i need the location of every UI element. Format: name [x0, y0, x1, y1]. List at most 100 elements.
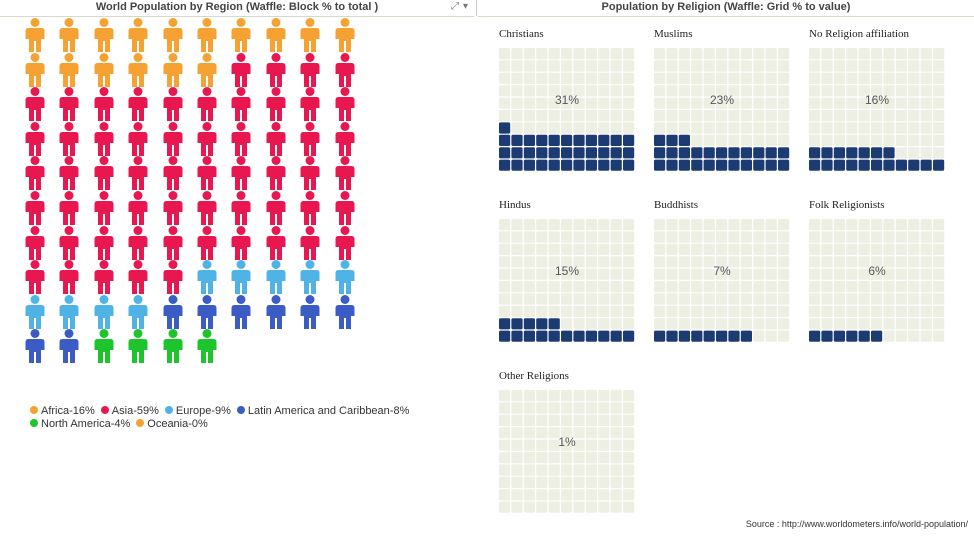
waffle-cell-empty [908, 97, 920, 109]
waffle-cell-filled [499, 147, 511, 159]
waffle-cell-empty [536, 85, 548, 97]
waffle-cell-filled [585, 159, 597, 171]
waffle-cell-filled [548, 330, 560, 342]
waffle-cell-filled [585, 147, 597, 159]
waffle-cell-empty [523, 110, 535, 122]
waffle-cell-filled [511, 134, 523, 146]
waffle-cell-empty [908, 318, 920, 330]
waffle-cell-empty [499, 427, 511, 439]
waffle-cell-empty [740, 243, 752, 255]
person-icon [335, 225, 355, 260]
waffle-cell-empty [511, 464, 523, 476]
waffle-cell-empty [703, 243, 715, 255]
waffle-cell-empty [691, 243, 703, 255]
waffle-cell-empty [846, 305, 858, 317]
source-note: Source : http://www.worldometers.info/wo… [745, 519, 968, 529]
waffle-cell-empty [536, 97, 548, 109]
waffle-cell-filled [778, 159, 790, 171]
legend-item[interactable]: North America-4% [30, 418, 130, 430]
waffle-cell-empty [610, 402, 622, 414]
waffle-cell-empty [523, 402, 535, 414]
waffle-cell-empty [598, 60, 610, 72]
waffle-cell-empty [809, 72, 821, 84]
waffle-cell-empty [846, 97, 858, 109]
waffle-cell-empty [654, 256, 666, 268]
waffle-cell-empty [610, 97, 622, 109]
waffle-cell-empty [610, 231, 622, 243]
waffle-cell-empty [523, 85, 535, 97]
religion-title: Buddhists [654, 199, 699, 211]
person-icon [266, 260, 286, 295]
waffle-cell-filled [883, 159, 895, 171]
person-icon [59, 156, 79, 191]
waffle-cell-empty [598, 402, 610, 414]
waffle-cell-filled [654, 330, 666, 342]
waffle-cell-empty [765, 72, 777, 84]
waffle-cell-empty [623, 452, 635, 464]
waffle-cell-filled [499, 318, 511, 330]
waffle-cell-empty [716, 268, 728, 280]
waffle-cell-filled [858, 330, 870, 342]
waffle-cell-empty [908, 330, 920, 342]
waffle-cell-filled [765, 147, 777, 159]
waffle-cell-empty [666, 281, 678, 293]
waffle-cell-empty [821, 110, 833, 122]
waffle-cell-empty [858, 134, 870, 146]
waffle-cell-empty [536, 414, 548, 426]
person-icon [25, 156, 45, 191]
waffle-cell-empty [548, 268, 560, 280]
waffle-cell-empty [585, 281, 597, 293]
waffle-cell-empty [623, 97, 635, 109]
legend-item[interactable]: Asia-59% [100, 405, 159, 417]
expand-icon[interactable]: ⤢ [451, 1, 459, 12]
waffle-cell-empty [499, 231, 511, 243]
waffle-cell-empty [561, 281, 573, 293]
waffle-cell-empty [716, 110, 728, 122]
waffle-cell-filled [728, 159, 740, 171]
waffle-cell-empty [821, 48, 833, 60]
waffle-cell-empty [833, 231, 845, 243]
waffle-cell-empty [654, 268, 666, 280]
waffle-cell-empty [623, 110, 635, 122]
waffle-cell-filled [833, 330, 845, 342]
waffle-cell-filled [821, 330, 833, 342]
waffle-cell-empty [548, 489, 560, 501]
waffle-cell-empty [703, 97, 715, 109]
waffle-cell-empty [573, 60, 585, 72]
legend-item[interactable]: Africa-16% [30, 405, 95, 417]
caret-down-icon[interactable]: ▾ [463, 1, 469, 12]
legend-item[interactable]: Latin America and Caribbean-8% [236, 405, 409, 417]
person-icon [300, 156, 320, 191]
waffle-cell-empty [623, 305, 635, 317]
waffle-cell-empty [585, 256, 597, 268]
waffle-cell-empty [871, 219, 883, 231]
waffle-cell-empty [883, 330, 895, 342]
legend-label: Asia-59% [111, 405, 159, 417]
waffle-cell-empty [858, 231, 870, 243]
legend-label: Africa-16% [41, 405, 95, 417]
waffle-cell-empty [753, 60, 765, 72]
waffle-cell-filled [536, 159, 548, 171]
waffle-cell-empty [778, 231, 790, 243]
waffle-cell-empty [883, 243, 895, 255]
waffle-cell-empty [561, 48, 573, 60]
waffle-cell-empty [548, 219, 560, 231]
waffle-cell-empty [933, 330, 945, 342]
waffle-cell-empty [765, 122, 777, 134]
waffle-cell-empty [610, 268, 622, 280]
waffle-cell-empty [598, 268, 610, 280]
waffle-cell-empty [499, 305, 511, 317]
legend-swatch [164, 406, 173, 414]
waffle-cell-empty [691, 305, 703, 317]
waffle-cell-filled [728, 147, 740, 159]
person-icon [128, 121, 148, 156]
waffle-cell-empty [548, 452, 560, 464]
legend-item[interactable]: Oceania-0% [136, 418, 208, 430]
waffle-cell-empty [548, 122, 560, 134]
waffle-cell-empty [691, 134, 703, 146]
legend-item[interactable]: Europe-9% [164, 405, 231, 417]
waffle-cell-empty [585, 268, 597, 280]
waffle-cell-empty [895, 243, 907, 255]
waffle-cell-empty [809, 97, 821, 109]
waffle-cell-filled [598, 147, 610, 159]
